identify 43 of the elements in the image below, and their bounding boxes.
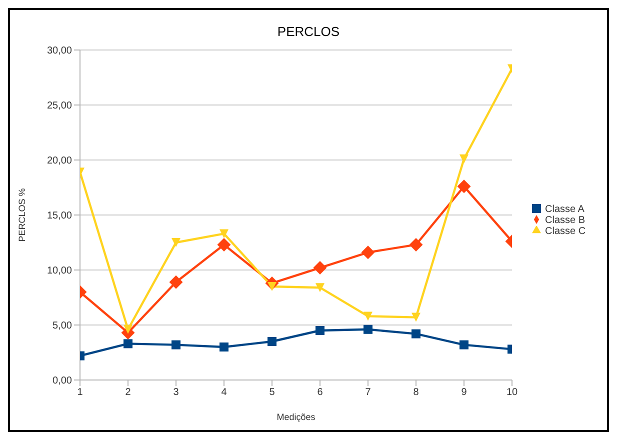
point bbox=[316, 283, 324, 292]
legend-label: Classe A bbox=[545, 204, 584, 214]
x-tick-label: 2 bbox=[125, 387, 132, 398]
point bbox=[172, 238, 180, 247]
y-tick-label: 25,00 bbox=[46, 100, 72, 112]
x-tick-label: 5 bbox=[269, 387, 276, 398]
point bbox=[364, 312, 372, 321]
legend-label: Classe B bbox=[545, 214, 586, 226]
x-tick-label: 3 bbox=[173, 387, 180, 398]
point bbox=[124, 339, 132, 348]
legend-label: Classe C bbox=[545, 226, 586, 236]
y-tick-label: 5,00 bbox=[52, 320, 72, 332]
point bbox=[220, 229, 228, 238]
x-tick-label: 1 bbox=[77, 387, 84, 398]
y-tick-label: 15,00 bbox=[46, 210, 72, 222]
point bbox=[268, 337, 276, 346]
point bbox=[412, 312, 420, 322]
point bbox=[457, 180, 471, 194]
x-tick-label: 7 bbox=[365, 387, 372, 398]
point bbox=[313, 261, 327, 275]
x-tick-label: 8 bbox=[413, 387, 420, 398]
point bbox=[220, 342, 228, 352]
y-axis-title: PERCLOS % bbox=[17, 188, 28, 242]
x-tick-label: 4 bbox=[221, 387, 228, 398]
point bbox=[316, 326, 324, 335]
point bbox=[460, 340, 468, 350]
point bbox=[460, 154, 468, 164]
y-tick-label: 10,00 bbox=[46, 266, 72, 277]
chart-title: PERCLOS bbox=[276, 24, 341, 39]
x-axis-title: Medições bbox=[276, 412, 316, 422]
point bbox=[412, 329, 420, 338]
point bbox=[169, 275, 183, 289]
point bbox=[217, 238, 231, 252]
y-tick-label: 20,00 bbox=[46, 156, 72, 167]
point bbox=[364, 324, 372, 334]
point bbox=[361, 246, 375, 260]
y-tick-label: 0,00 bbox=[52, 376, 72, 387]
x-tick-label: 6 bbox=[317, 387, 324, 398]
x-tick-label: 10 bbox=[506, 387, 518, 398]
y-tick-label: 30,00 bbox=[46, 46, 72, 57]
x-tick-label: 9 bbox=[461, 387, 468, 398]
point bbox=[172, 340, 180, 350]
point bbox=[409, 238, 423, 252]
